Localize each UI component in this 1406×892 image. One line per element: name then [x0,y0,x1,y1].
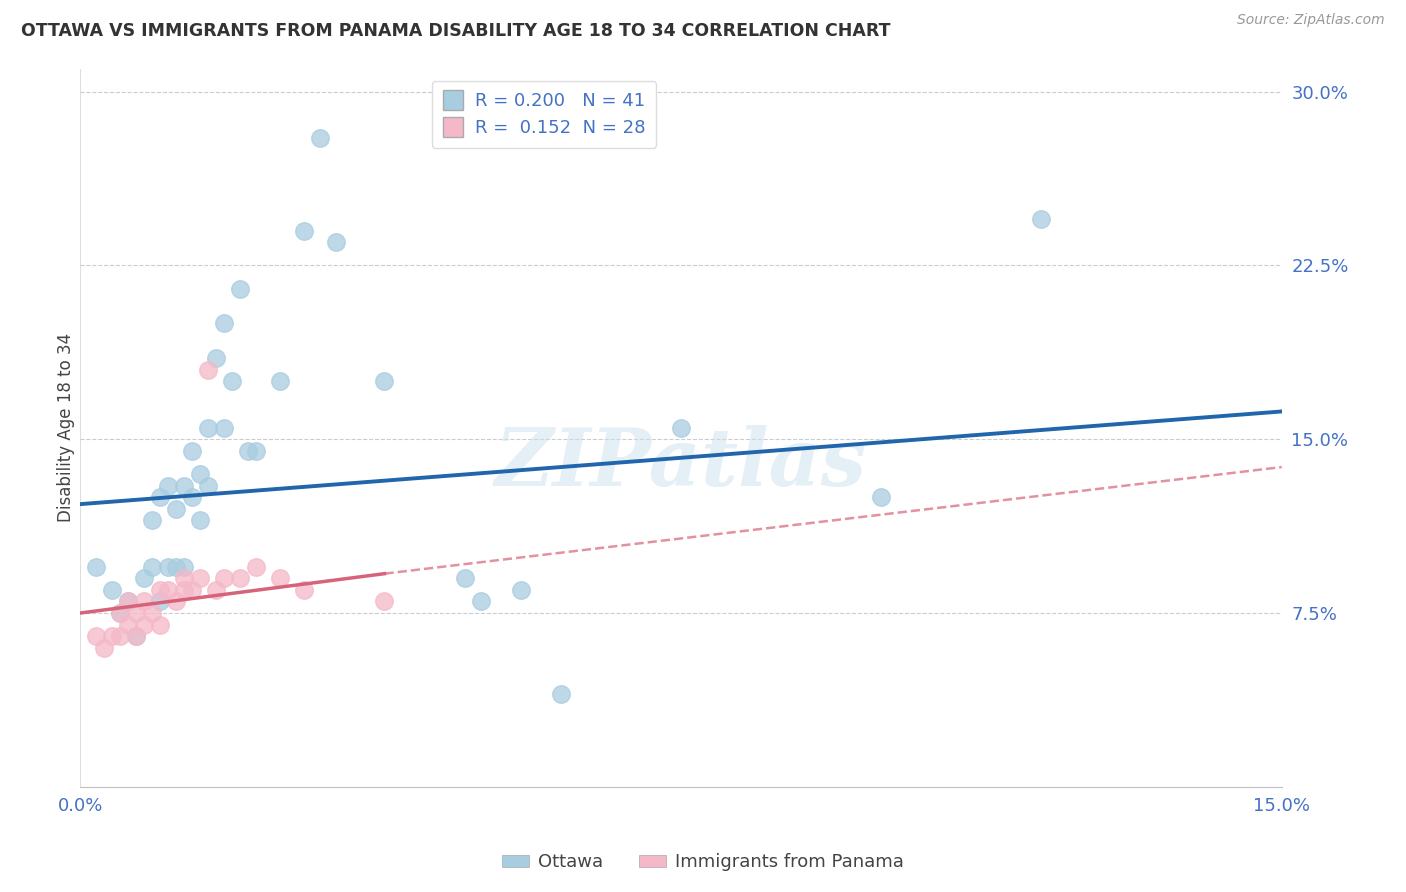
Point [134,571,156,585]
Point [205,351,228,366]
Point [173,571,195,585]
Text: OTTAWA VS IMMIGRANTS FROM PANAMA DISABILITY AGE 18 TO 34 CORRELATION CHART: OTTAWA VS IMMIGRANTS FROM PANAMA DISABIL… [21,22,890,40]
Point [149,594,172,608]
Point [669,420,692,434]
Point [214,571,236,585]
Text: Source: ZipAtlas.com: Source: ZipAtlas.com [1237,13,1385,28]
Point [1031,212,1053,227]
Point [117,617,139,632]
Point [134,617,156,632]
Point [93,640,115,655]
Point [181,490,204,504]
Point [470,594,492,608]
Point [292,224,315,238]
Legend: R = 0.200   N = 41, R =  0.152  N = 28: R = 0.200 N = 41, R = 0.152 N = 28 [432,81,657,148]
Point [245,559,267,574]
Point [134,594,156,608]
Point [125,629,148,643]
Point [101,582,124,597]
Point [205,582,228,597]
Point [149,617,172,632]
Point [84,559,107,574]
Point [117,594,139,608]
Point [245,443,267,458]
Legend: Ottawa, Immigrants from Panama: Ottawa, Immigrants from Panama [495,847,911,879]
Point [181,582,204,597]
Point [141,606,163,620]
Point [309,131,332,145]
Point [269,375,291,389]
Point [173,582,195,597]
Y-axis label: Disability Age 18 to 34: Disability Age 18 to 34 [58,333,75,522]
Point [238,443,260,458]
Point [229,282,252,296]
Point [173,559,195,574]
Point [165,559,187,574]
Point [292,582,315,597]
Point [125,629,148,643]
Point [157,478,180,492]
Point [188,571,211,585]
Point [373,375,395,389]
Point [197,420,219,434]
Point [325,235,347,250]
Point [173,478,195,492]
Point [141,513,163,527]
Point [188,467,211,481]
Point [373,594,395,608]
Point [509,582,531,597]
Point [149,490,172,504]
Point [214,317,236,331]
Point [188,513,211,527]
Point [453,571,475,585]
Point [157,559,180,574]
Point [550,687,572,701]
Point [181,443,204,458]
Point [108,629,131,643]
Point [141,559,163,574]
Point [221,375,243,389]
Point [214,420,236,434]
Point [108,606,131,620]
Point [229,571,252,585]
Point [165,501,187,516]
Point [269,571,291,585]
Text: ZIPatlas: ZIPatlas [495,425,868,502]
Point [108,606,131,620]
Point [157,582,180,597]
Point [197,363,219,377]
Point [117,594,139,608]
Point [125,606,148,620]
Point [197,478,219,492]
Point [870,490,893,504]
Point [165,594,187,608]
Point [84,629,107,643]
Point [101,629,124,643]
Point [149,582,172,597]
